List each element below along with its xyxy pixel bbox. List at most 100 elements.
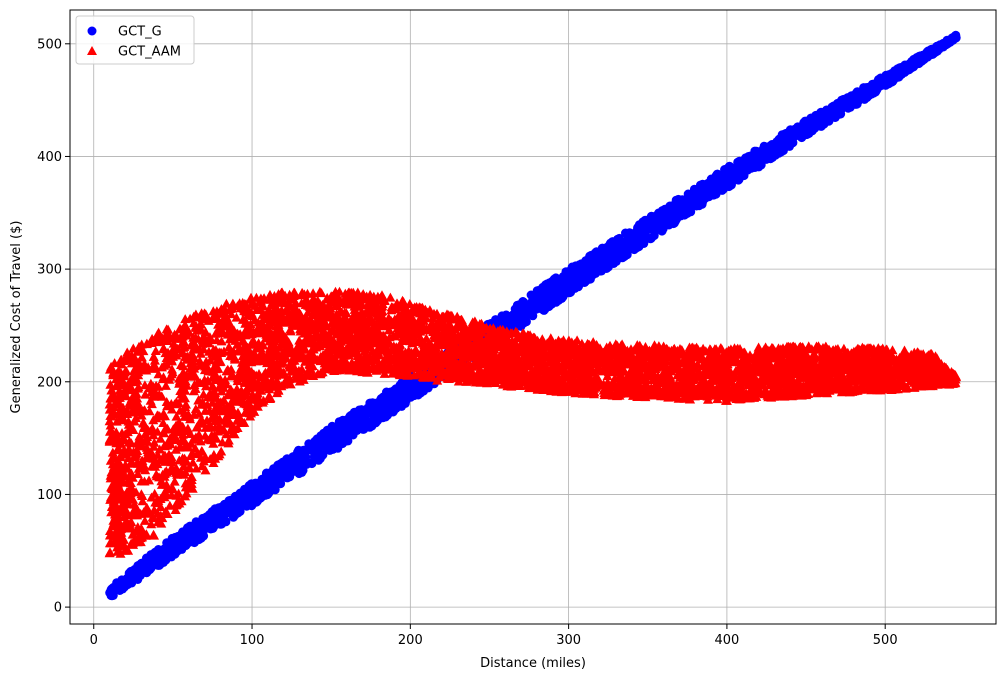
data-point (780, 129, 790, 139)
data-point (863, 85, 873, 95)
data-point (811, 113, 821, 123)
data-point (883, 72, 892, 82)
data-point (709, 183, 719, 193)
data-point (336, 433, 346, 443)
data-point (264, 469, 274, 479)
data-point (327, 442, 337, 452)
data-point (170, 548, 180, 557)
data-point (595, 247, 605, 257)
data-point (120, 576, 130, 586)
data-point (324, 427, 334, 436)
data-point (179, 535, 189, 545)
data-point (259, 486, 269, 496)
data-point (588, 260, 597, 270)
data-point (678, 199, 688, 209)
data-point (226, 309, 237, 319)
data-point (597, 263, 607, 273)
data-point (787, 138, 797, 148)
data-point (343, 436, 353, 446)
data-point (677, 205, 687, 215)
data-point (893, 70, 903, 80)
data-point (520, 303, 530, 313)
data-point (192, 533, 202, 543)
data-point (911, 59, 921, 69)
data-point (657, 226, 667, 236)
data-point (512, 300, 522, 310)
data-point (547, 299, 557, 309)
data-point (632, 235, 642, 245)
data-point (378, 406, 388, 416)
data-point (949, 33, 959, 43)
data-point (305, 445, 314, 455)
data-point (230, 510, 240, 520)
data-point (531, 303, 541, 313)
data-point (746, 163, 756, 173)
data-point (501, 310, 511, 320)
data-point (544, 278, 554, 288)
data-point (105, 587, 115, 597)
data-point (565, 280, 575, 290)
data-point (158, 418, 169, 427)
data-point (800, 119, 809, 129)
data-point (620, 251, 630, 261)
data-point (158, 556, 168, 566)
data-point (663, 210, 673, 220)
data-point (371, 418, 381, 428)
data-point (259, 475, 269, 485)
data-point (924, 48, 934, 58)
data-point (754, 150, 764, 160)
data-point (668, 202, 678, 212)
data-point (381, 394, 391, 404)
data-point (316, 431, 326, 441)
data-point (616, 238, 626, 248)
data-point (155, 433, 166, 443)
data-point (834, 109, 844, 119)
data-point (170, 505, 181, 514)
data-point (314, 455, 324, 465)
data-point (293, 458, 303, 468)
data-point (409, 391, 419, 401)
data-point (270, 485, 280, 495)
data-point (282, 473, 292, 483)
data-point (293, 447, 302, 457)
data-point (519, 318, 529, 328)
data-point (416, 386, 426, 396)
data-point (912, 53, 922, 62)
data-point (216, 519, 225, 529)
data-point (762, 144, 772, 154)
data-point (352, 423, 361, 432)
data-point (709, 190, 719, 200)
data-point (735, 159, 745, 169)
data-point (631, 243, 641, 253)
data-point (542, 292, 552, 302)
data-point (655, 211, 665, 221)
data-point (774, 148, 784, 158)
data-point (702, 187, 712, 196)
data-point (640, 216, 650, 226)
data-point (275, 463, 285, 473)
data-point (214, 503, 224, 513)
data-point (135, 564, 145, 574)
series-gct-aam (104, 286, 961, 558)
data-point (832, 101, 842, 111)
data-point (806, 125, 816, 135)
data-point (646, 211, 656, 221)
data-point (352, 408, 361, 418)
data-point (721, 166, 731, 176)
data-point (362, 407, 372, 417)
data-point (669, 219, 678, 229)
data-point (852, 92, 862, 102)
data-point (163, 541, 173, 551)
data-point (144, 553, 154, 563)
data-point (197, 523, 207, 533)
data-point (423, 383, 433, 393)
data-point (200, 514, 210, 524)
data-point (603, 255, 613, 265)
data-point (843, 103, 853, 113)
data-point (532, 286, 542, 296)
series-layer (104, 30, 961, 601)
data-point (395, 392, 405, 402)
data-point (139, 515, 150, 525)
data-point (528, 311, 538, 321)
